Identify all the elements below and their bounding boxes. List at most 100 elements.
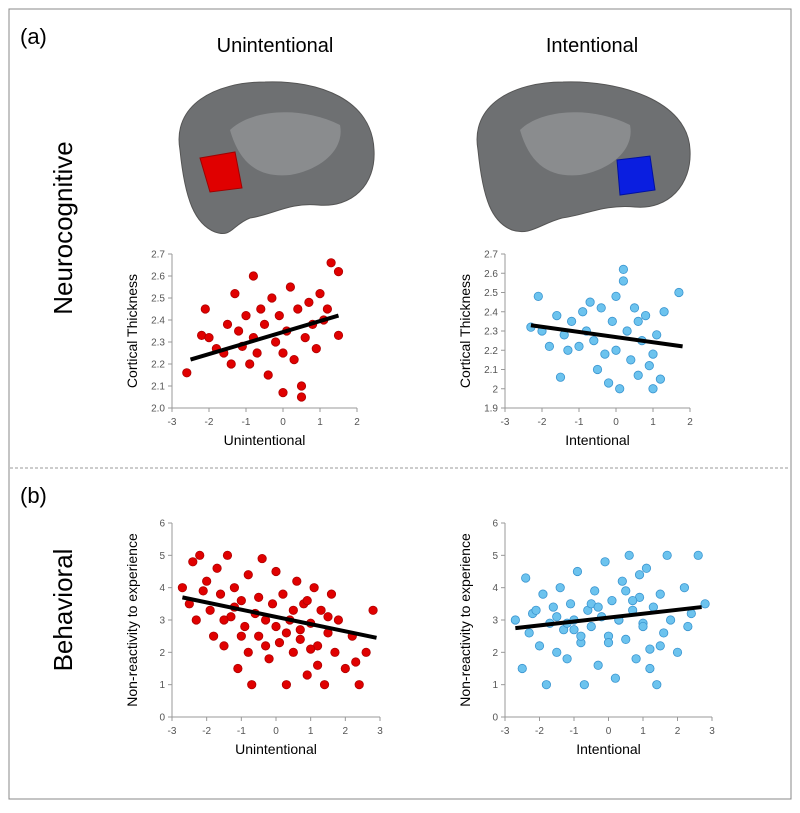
scatter-point [319,680,330,690]
scatter-point [629,303,640,313]
scatter-point [271,621,281,632]
scatter-point [592,364,603,375]
scatter-point [510,615,520,625]
trend-line [189,313,340,362]
y-tick-label: 6 [159,519,165,530]
scatter-point [247,680,257,690]
scatter-point [278,589,288,599]
y-tick-label: 2 [492,384,498,395]
x-tick-label: -2 [202,726,211,737]
trend-line [515,605,702,631]
scatter-point [645,644,655,654]
scatter-point [182,368,192,378]
scatter-point [611,345,621,355]
scatter-point [260,641,271,651]
scatter-point [256,304,266,314]
scatter-point [579,680,589,690]
scatter-point [665,615,676,625]
scatter-point [285,282,295,292]
scatter-point [555,583,565,593]
scatter-point [617,576,627,586]
y-tick-label: 2.4 [151,316,165,327]
scatter-point [361,647,371,657]
brain-image [178,81,375,234]
scatter-point [302,670,312,680]
scatter-point [254,631,264,641]
scatter-point [302,595,312,606]
x-tick-label: -2 [205,417,214,428]
y-tick-label: 5 [492,551,498,562]
scatter-point [278,387,288,398]
scatter-point [304,297,314,307]
y-axis-label: Cortical Thickness [124,274,140,388]
x-tick-label: -1 [575,417,584,428]
y-tick-label: 3 [492,616,498,627]
x-tick-label: -3 [501,417,510,428]
scatter-point [563,345,573,355]
scatter-point [610,673,621,683]
scatter-point [259,319,270,329]
scatter-point [230,288,240,299]
scatter-point [633,316,643,326]
scatter-point [700,599,710,609]
scatter-point [686,608,696,619]
scatter-point [578,307,588,317]
scatter-point [548,602,558,612]
scatter-point [531,605,541,615]
panel-label: (a) [20,24,47,49]
x-tick-label: 0 [273,726,279,737]
y-tick-label: 2 [492,648,498,659]
scatter-point [659,307,669,317]
scatter-point [633,370,643,380]
x-tick-label: 3 [377,726,383,737]
scatter-point [645,663,655,674]
scatter-point [593,602,603,612]
scatter-point [312,660,323,670]
scatter-point [621,586,631,596]
y-tick-label: 2.0 [151,404,165,415]
scatter-point [229,583,239,593]
x-tick-label: 1 [317,417,323,428]
scatter-point [316,605,326,615]
scatter-point [300,332,310,343]
y-tick-label: 2.1 [484,365,498,376]
scatter-point [245,359,255,369]
scatter-point [296,392,307,402]
scatter-point [648,349,658,359]
scatter-point [541,680,552,690]
scatter-point [295,625,305,635]
scatter-point [544,341,555,351]
scatter-point [611,291,621,301]
y-tick-label: 3 [159,616,165,627]
scatter-point [648,384,658,394]
scatter-point [590,586,600,596]
scatter-point [562,654,572,664]
scatter-point [281,628,291,638]
y-tick-label: 2.4 [484,307,498,318]
scatter-point [267,599,278,609]
scatter-point [634,570,645,580]
y-tick-label: 2.3 [484,327,498,338]
y-tick-label: 5 [159,551,165,562]
scatter-point [315,288,325,299]
scatter-point [271,566,281,577]
scatter-point [274,310,284,321]
scatter-point [219,641,229,651]
scatter-point [517,663,527,674]
scatter-point [576,631,586,641]
y-axis-label: Non-reactivity to experience [124,533,140,707]
scatter-point [574,341,584,351]
column-title: Intentional [546,35,638,57]
scatter-point [641,563,652,573]
x-tick-label: -3 [168,726,177,737]
y-tick-label: 1 [159,680,165,691]
scatter-point [293,304,303,314]
scatter-point [600,349,610,359]
scatter-point [569,625,579,635]
scatter-point [281,680,291,690]
scatter-point [292,576,302,586]
y-tick-label: 2.7 [484,250,498,261]
frame [8,8,792,800]
y-tick-label: 2.3 [151,338,165,349]
scatter-point [288,605,298,615]
